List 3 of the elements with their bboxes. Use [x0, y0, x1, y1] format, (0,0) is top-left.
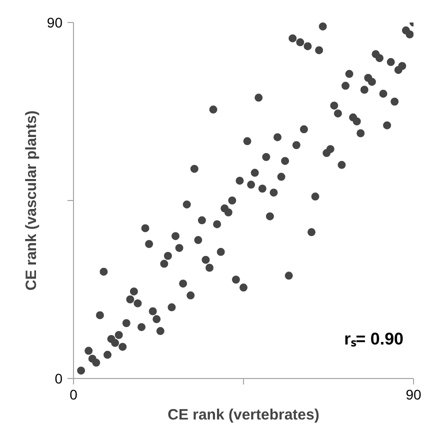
- y-axis-title: CE rank (vascular plants): [22, 110, 40, 291]
- annotation: rₛ= 0.90: [344, 330, 404, 348]
- x-axis-title: CE rank (vertebrates): [168, 406, 320, 424]
